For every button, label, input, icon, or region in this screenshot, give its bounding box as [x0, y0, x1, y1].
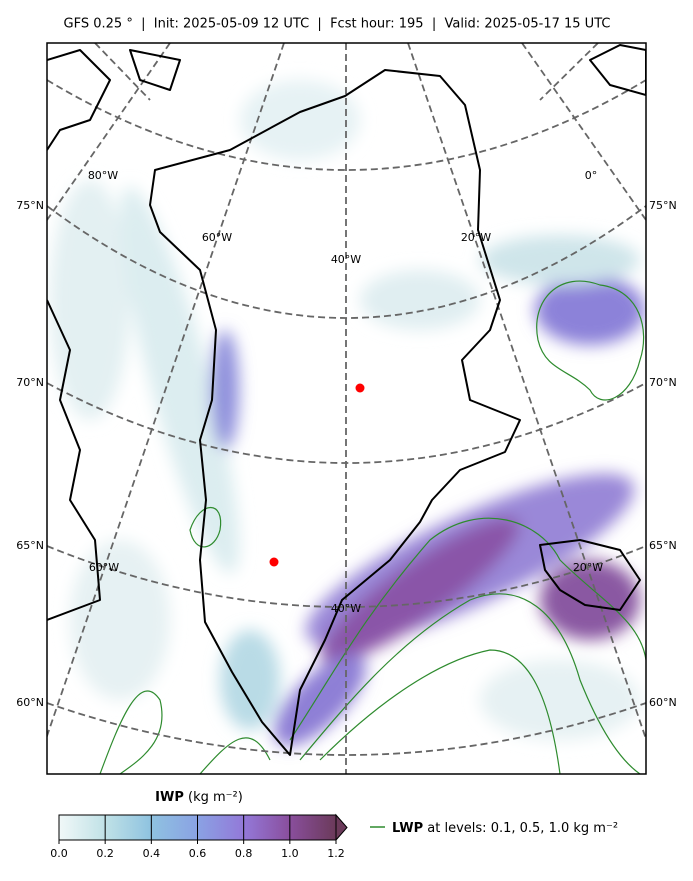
lat-label: 60°N	[16, 696, 44, 709]
lon-label: 80°W	[88, 169, 118, 182]
coastlines	[47, 44, 646, 756]
iwp-field	[50, 80, 645, 746]
colorbar-tick-label: 0.6	[189, 847, 207, 860]
colorbar-title: IWP (kg m⁻²)	[155, 790, 243, 805]
lwp-contours	[99, 280, 646, 774]
site-marker	[355, 383, 365, 393]
lon-label: 20°W	[461, 231, 491, 244]
colorbar-tick-label: 0.0	[50, 847, 68, 860]
colorbar-tick-label: 0.2	[96, 847, 114, 860]
site-marker	[269, 557, 279, 567]
graticule	[47, 43, 646, 774]
colorbar-tick-label: 1.0	[281, 847, 299, 860]
title: GFS 0.25 ° | Init: 2025-05-09 12 UTC | F…	[64, 17, 611, 32]
colorbar-label: IWP	[155, 790, 184, 805]
lat-label: 65°N	[649, 539, 677, 552]
lat-label: 70°N	[16, 376, 44, 389]
legend-entry: LWP at levels: 0.1, 0.5, 1.0 kg m⁻²	[392, 821, 618, 836]
lon-label: 20°W	[573, 561, 603, 574]
colorbar-tick-label: 0.8	[235, 847, 253, 860]
legend-text: at levels: 0.1, 0.5, 1.0 kg m⁻²	[427, 821, 618, 836]
lon-label: 40°W	[331, 253, 361, 266]
colorbar-extend	[335, 813, 348, 842]
colorbar-tick-label: 0.4	[143, 847, 161, 860]
lat-label: 60°N	[649, 696, 677, 709]
lon-label: 40°W	[331, 602, 361, 615]
colorbar-ticks: 0.0 0.2 0.4 0.6 0.8 1.0 1.2	[50, 815, 345, 860]
legend-label: LWP	[392, 821, 423, 836]
map	[47, 43, 646, 774]
lon-label: 60°W	[202, 231, 232, 244]
lon-label: 60°W	[89, 561, 119, 574]
colorbar-unit: (kg m⁻²)	[188, 790, 243, 805]
map-labels: 75°N 75°N 70°N 70°N 65°N 65°N 60°N 60°N 80°W 0° 60…	[16, 169, 676, 709]
lat-label: 65°N	[16, 539, 44, 552]
lat-label: 75°N	[649, 199, 677, 212]
lat-label: 70°N	[649, 376, 677, 389]
lat-label: 75°N	[16, 199, 44, 212]
colorbar-tick-label: 1.2	[327, 847, 345, 860]
lon-label: 0°	[585, 169, 598, 182]
map-frame	[46, 42, 647, 775]
